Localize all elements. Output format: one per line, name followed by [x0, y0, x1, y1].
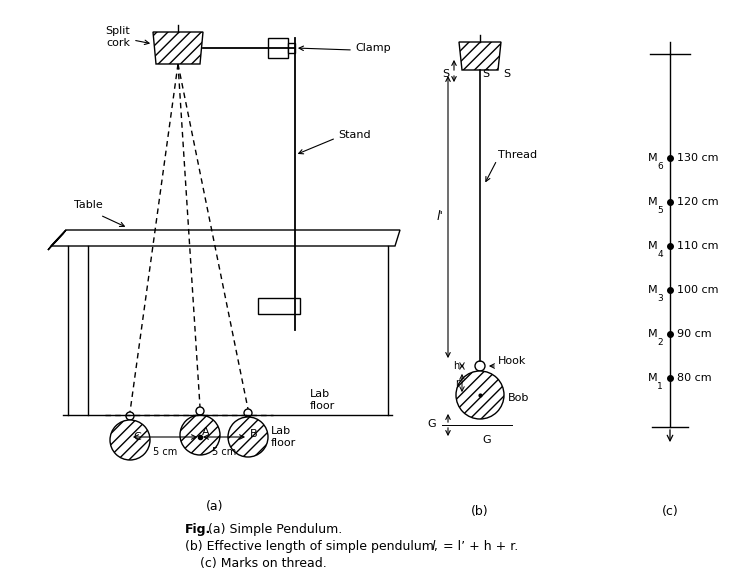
Text: A: A	[202, 427, 209, 437]
Text: Hook: Hook	[498, 356, 526, 366]
Text: 120 cm: 120 cm	[677, 197, 719, 207]
Circle shape	[456, 371, 504, 419]
Text: l': l'	[436, 210, 443, 224]
Text: 1: 1	[657, 382, 663, 391]
Text: 5: 5	[657, 206, 663, 215]
Text: (a): (a)	[206, 500, 224, 513]
Bar	[258, 298, 300, 314]
Text: h: h	[453, 361, 459, 371]
Text: Lab
floor: Lab floor	[310, 389, 335, 411]
Text: M: M	[649, 153, 658, 163]
Circle shape	[110, 420, 150, 460]
Text: Split
cork: Split cork	[105, 26, 130, 48]
Text: 130 cm: 130 cm	[677, 153, 719, 163]
Text: 100 cm: 100 cm	[677, 285, 719, 295]
Circle shape	[180, 415, 220, 455]
Text: Fig.: Fig.	[185, 523, 212, 536]
Text: Lab
floor: Lab floor	[271, 426, 296, 448]
Text: l: l	[432, 540, 436, 553]
Text: (b) Effective length of simple pendulum,: (b) Effective length of simple pendulum,	[185, 540, 442, 553]
Text: 5 cm: 5 cm	[153, 447, 177, 457]
Bar	[288, 43, 295, 53]
Text: S: S	[482, 69, 489, 79]
Text: r: r	[455, 378, 459, 388]
Text: Stand: Stand	[338, 130, 371, 140]
Circle shape	[228, 417, 268, 457]
Text: G: G	[427, 419, 436, 429]
Text: (c): (c)	[662, 505, 678, 518]
Text: = l’ + h + r.: = l’ + h + r.	[439, 540, 518, 553]
Text: 3: 3	[657, 294, 663, 303]
Polygon shape	[48, 230, 66, 250]
Text: 90 cm: 90 cm	[677, 329, 712, 339]
Text: Clamp: Clamp	[355, 43, 391, 53]
Text: 6: 6	[657, 162, 663, 171]
Text: 2: 2	[657, 338, 663, 347]
Text: M: M	[649, 197, 658, 207]
Circle shape	[196, 407, 204, 415]
Circle shape	[244, 409, 252, 417]
Text: (a) Simple Pendulum.: (a) Simple Pendulum.	[208, 523, 342, 536]
Polygon shape	[51, 230, 400, 246]
Text: M: M	[649, 329, 658, 339]
Text: Table: Table	[74, 200, 102, 210]
Text: Bob: Bob	[508, 393, 529, 403]
Polygon shape	[459, 42, 501, 70]
Text: Thread: Thread	[498, 150, 537, 160]
Text: 80 cm: 80 cm	[677, 373, 712, 383]
Text: S: S	[442, 69, 449, 79]
Polygon shape	[153, 32, 203, 64]
Text: M: M	[649, 241, 658, 251]
Text: 4: 4	[657, 250, 663, 259]
Text: (b): (b)	[471, 505, 489, 518]
Circle shape	[475, 361, 485, 371]
Bar	[268, 38, 288, 58]
Circle shape	[126, 412, 134, 420]
Text: 110 cm: 110 cm	[677, 241, 719, 251]
Text: G: G	[482, 435, 491, 445]
Text: M: M	[649, 285, 658, 295]
Text: M: M	[649, 373, 658, 383]
Text: S: S	[503, 69, 510, 79]
Text: C: C	[133, 432, 141, 442]
Text: (c) Marks on thread.: (c) Marks on thread.	[200, 557, 326, 570]
Text: 5 cm: 5 cm	[212, 447, 236, 457]
Text: B: B	[250, 429, 258, 439]
